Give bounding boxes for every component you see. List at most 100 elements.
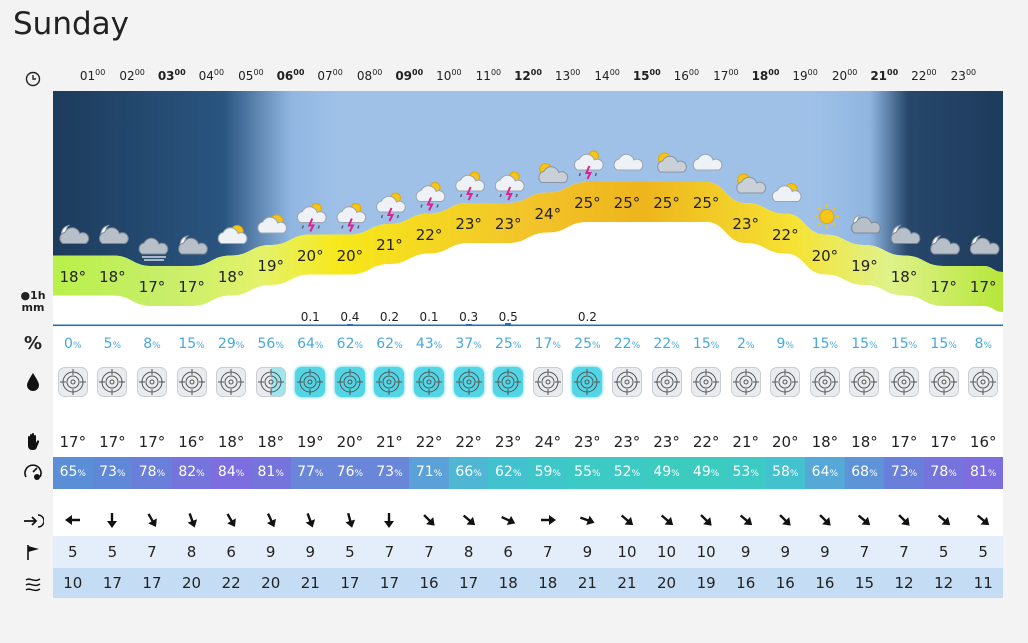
precip-bar (346, 324, 353, 326)
humidity-cell-bg (369, 457, 410, 489)
wind-arrow-icon (895, 511, 913, 529)
target-icon (968, 367, 999, 397)
humidity-cell-bg (92, 457, 133, 489)
temperature-label: 17° (930, 278, 957, 296)
humidity-cell-bg (53, 457, 94, 489)
hour-label: 1900 (792, 68, 818, 83)
target-icon (255, 367, 286, 397)
thunder-rain-icon (455, 171, 485, 201)
humidity-cell-bg (646, 457, 687, 489)
hand-feels-like-icon (14, 432, 52, 454)
rain-probability-cell: 15% (811, 336, 839, 352)
humidity-cell-bg (844, 457, 885, 489)
temperature-label: 18° (59, 267, 87, 286)
humidity-cell: 49% (653, 464, 680, 480)
rain-probability-icon: % (23, 333, 43, 354)
temperature-label: 19° (257, 257, 284, 275)
hour-label: 0500 (238, 68, 264, 83)
hour-label: 0700 (317, 68, 343, 83)
temperature-label: 17° (138, 278, 166, 296)
wind-speed-cell: 8 (186, 543, 197, 561)
cloud-icon (692, 153, 723, 171)
wind-speed-cell: 5 (68, 543, 78, 561)
wind-speed-cell: 8 (463, 543, 474, 561)
precip-bar (465, 324, 472, 326)
temperature-label: 23° (732, 215, 759, 233)
temperature-label: 25° (574, 194, 601, 212)
target-icon (730, 367, 761, 397)
humidity-cell-bg (488, 457, 529, 489)
thunder-rain-icon (336, 203, 367, 232)
precip-amount: 0.1 (419, 310, 439, 324)
hour-label: 0800 (356, 68, 383, 83)
wind-arrow-icon (222, 511, 240, 529)
target-icon (453, 367, 484, 397)
feels-like-cell: 17° (930, 433, 957, 451)
feels-like-cell: 19° (296, 433, 324, 451)
humidity-cell: 62% (495, 464, 522, 480)
temperature-label: 24° (534, 204, 562, 223)
hour-label: 1700 (713, 68, 739, 83)
humidity-cell: 82% (178, 464, 205, 480)
humidity-row: 65% 73% 78% 82% 84% 81% 77% 76% 73% 71% 66% 62% 59% 5… (53, 457, 1004, 489)
feels-like-cell: 21° (376, 433, 403, 451)
wind-arrow-icon (103, 511, 121, 529)
target-icon (216, 367, 247, 397)
thunder-rain-icon (415, 182, 446, 211)
rain-probability-cell: 15% (178, 336, 205, 352)
humidity-cell: 49% (692, 464, 720, 480)
wind-gust-row: 10 17 17 20 22 20 21 17 17 16 17 18 18 21 21 20 19 16 16 16… (53, 568, 1003, 598)
feels-like-cell: 18° (257, 433, 284, 451)
temperature-label: 22° (771, 225, 799, 244)
feels-like-cell: 20° (336, 433, 364, 451)
humidity-cell: 66% (455, 464, 482, 480)
hour-label: 0300 (157, 68, 186, 83)
cloud-sun-icon (538, 163, 569, 183)
target-icon (849, 367, 880, 397)
wind-speed-cell: 9 (265, 543, 276, 561)
humidity-cell: 55% (574, 464, 601, 480)
hour-label: 1200 (514, 68, 542, 83)
wind-gust-cell: 16 (736, 574, 756, 592)
wind-gust-cell: 17 (142, 574, 162, 592)
hour-label: 0100 (79, 68, 106, 83)
wind-arrow-icon (143, 511, 161, 529)
hour-label: 0900 (395, 68, 424, 83)
humidity-cell: 73% (99, 464, 126, 480)
wind-speed-cell: 9 (820, 543, 830, 561)
page-title: Sunday (13, 6, 129, 42)
wind-gust-cell: 22 (221, 574, 241, 592)
temperature-label: 21° (376, 236, 403, 254)
feels-like-cell: 22° (415, 433, 443, 451)
feels-like-cell: 22° (455, 433, 482, 451)
precip-amount: 0.4 (340, 310, 360, 324)
raindrop-icon (14, 372, 52, 396)
humidity-cell: 84% (217, 464, 245, 480)
feels-like-cell: 17° (138, 433, 166, 451)
wind-gust-cell: 12 (894, 574, 914, 592)
wind-gust-cell: 17 (379, 574, 399, 592)
feels-like-cell: 21° (732, 433, 759, 451)
target-icon (374, 367, 405, 397)
wind-arrow-icon (460, 511, 478, 529)
humidity-cell-bg (923, 457, 964, 489)
wind-gust-cell: 20 (181, 574, 202, 592)
feels-like-cell: 23° (613, 433, 641, 451)
rain-probability-cell: 17% (534, 336, 561, 352)
humidity-cell: 76% (336, 464, 364, 480)
hour-label: 2300 (950, 68, 977, 83)
spacer-row (53, 489, 1003, 504)
humidity-cell-bg (805, 457, 846, 489)
rain-probability-cell: 64% (297, 336, 324, 352)
moon-cloud-icon (59, 224, 90, 244)
wind-gust-cell: 20 (656, 574, 677, 592)
wind-gust-cell: 17 (459, 574, 479, 592)
wind-arrow-icon (262, 511, 280, 529)
wind-gust-cell: 19 (696, 574, 716, 592)
wind-speed-cell: 9 (780, 543, 791, 561)
feels-like-cell: 17° (99, 433, 126, 451)
wind-gust-cell: 21 (617, 574, 637, 592)
wind-gust-cell: 21 (300, 574, 320, 592)
wind-arrow-icon (658, 511, 676, 529)
wind-speed-row: 5 5 7 8 6 9 9 5 7 7 8 6 7 9 10 10 10 9 9 9 7 7 5 5 (53, 536, 1003, 568)
